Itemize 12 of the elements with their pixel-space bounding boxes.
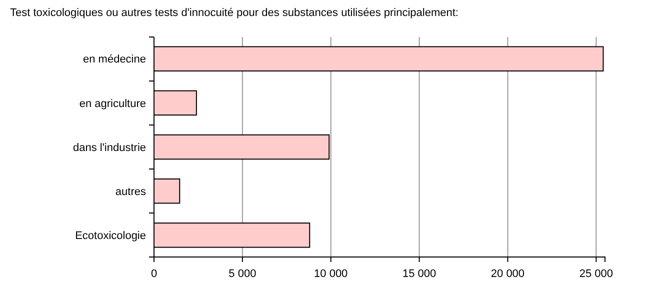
x-tick-label: 15 000 xyxy=(402,268,436,280)
y-tick-label: en médecine xyxy=(83,54,146,66)
y-tick-label: en agriculture xyxy=(79,98,146,110)
x-tick-label: 20 000 xyxy=(490,268,525,280)
chart-title: Test toxicologiques ou autres tests d'innocuité pour des substances utilisées principalement: xyxy=(10,7,458,19)
x-tick-label: 5 000 xyxy=(228,268,256,280)
x-tick-label: 25 000 xyxy=(579,268,613,280)
y-tick-label: autres xyxy=(115,186,146,198)
x-tick-label: 10 000 xyxy=(314,268,348,280)
y-tick-label: Ecotoxicologie xyxy=(75,230,146,242)
x-tick-label: 0 xyxy=(150,268,158,280)
y-tick-label: dans l'industrie xyxy=(72,142,146,154)
